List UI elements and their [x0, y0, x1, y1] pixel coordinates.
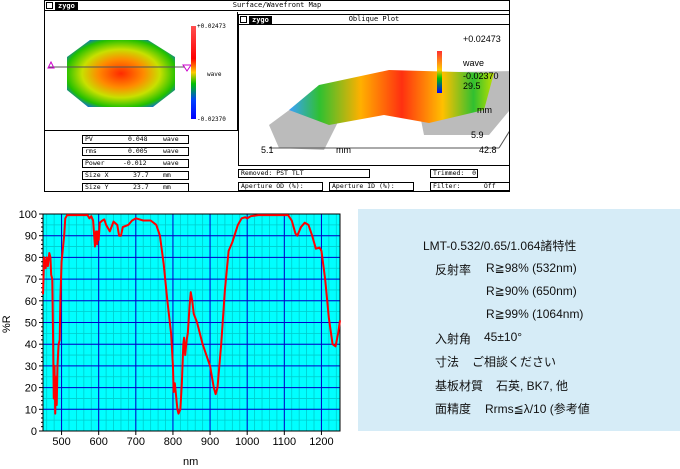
oblique-close-box[interactable] — [240, 16, 247, 23]
substrate-label: 基板材質 — [435, 379, 484, 393]
surface-map-hexagon — [67, 40, 175, 107]
aperture-od-field: Aperture OD (%): — [238, 182, 323, 191]
oblique-x-min: 5.1 — [261, 145, 274, 155]
chart-y-label: %R — [1, 315, 13, 333]
trimmed-field: Trimmed: 0 — [430, 169, 478, 178]
y-tick-label: 70 — [25, 274, 37, 286]
y-tick-label: 80 — [25, 252, 37, 264]
y-tick-label: 30 — [25, 361, 37, 373]
angle-label: 入射角 — [435, 332, 472, 346]
surface-map-panel: +0.02473 wave -0.02370 — [45, 12, 238, 131]
y-tick-label: 10 — [25, 404, 37, 416]
y-tick-label: 20 — [25, 383, 37, 395]
oblique-color-scale — [437, 51, 442, 93]
window-titlebar: zygo Surface/Wavefront Map — [45, 1, 509, 11]
window-title: Surface/Wavefront Map — [232, 1, 322, 9]
y-tick-label: 0 — [31, 426, 37, 438]
removed-field: Removed: PST TLT — [238, 169, 370, 178]
oblique-y-max: 29.5 — [463, 81, 481, 91]
color-scale-bar — [191, 26, 196, 119]
x-tick-label: 900 — [201, 436, 219, 448]
x-tick-label: 1100 — [272, 436, 296, 448]
stat-size-x: Size X 37.7 mm — [82, 171, 189, 180]
zygo-logo-oblique: zygo — [249, 16, 272, 24]
size-value: ご相談ください — [472, 355, 557, 369]
oblique-x-unit: mm — [336, 145, 351, 155]
oblique-y-min: 5.9 — [471, 130, 484, 140]
filter-field: Filter: Off — [430, 182, 510, 191]
reflectance-series-line — [42, 214, 341, 415]
x-tick-label: 1000 — [235, 436, 259, 448]
oblique-scale-max: +0.02473 — [463, 34, 501, 44]
flatness-label: 面精度 — [435, 402, 472, 416]
spec-title: LMT-0.532/0.65/1.064諸特性 — [423, 239, 577, 253]
surface-map — [47, 26, 196, 119]
oblique-y-unit: mm — [477, 105, 492, 115]
oblique-plot — [269, 51, 509, 150]
aperture-id-field: Aperture ID (%): — [329, 182, 414, 191]
zygo-logo: zygo — [55, 2, 78, 10]
stat-size-y: Size Y 23.7 mm — [82, 183, 189, 192]
spec-panel: LMT-0.532/0.65/1.064諸特性 反射率 R≧98% (532nm… — [358, 209, 680, 431]
map-scale-min: -0.02370 — [197, 116, 226, 123]
x-tick-label: 800 — [164, 436, 182, 448]
x-tick-label: 500 — [52, 436, 70, 448]
flatness-value: Rrms≦λ/10 (参考値 — [485, 402, 590, 416]
profile-marker-right-icon[interactable] — [182, 64, 192, 72]
size-label: 寸法 — [435, 355, 460, 369]
stat-rms: rms 0.005 wave — [82, 147, 189, 156]
reflectance-532: R≧98% (532nm) — [486, 261, 577, 275]
zygo-window: zygo Surface/Wavefront Map +0.02473 wave — [44, 0, 510, 192]
y-tick-label: 60 — [25, 296, 37, 308]
oblique-y-axis — [498, 131, 509, 149]
oblique-x-max: 42.8 — [479, 145, 497, 155]
substrate-value: 石英, BK7, 他 — [496, 379, 569, 393]
oblique-title: Oblique Plot — [348, 15, 400, 23]
x-tick-label: 700 — [127, 436, 145, 448]
oblique-titlebar: zygo Oblique Plot — [239, 15, 509, 25]
reflectance-650: R≧90% (650nm) — [486, 284, 577, 298]
x-tick-label: 1200 — [309, 436, 333, 448]
x-tick-label: 600 — [90, 436, 108, 448]
y-tick-label: 50 — [25, 318, 37, 330]
y-tick-label: 100 — [19, 209, 37, 221]
oblique-scale-min: -0.02370 — [463, 71, 499, 81]
reflectance-label: 反射率 — [435, 263, 472, 277]
chart-x-label: nm — [183, 456, 199, 468]
reflectance-1064: R≧99% (1064nm) — [486, 307, 584, 321]
stat-pv: PV 0.048 wave — [82, 135, 189, 144]
oblique-scale-unit: wave — [463, 58, 485, 68]
y-tick-label: 90 — [25, 231, 37, 243]
map-scale-unit: wave — [207, 71, 222, 78]
map-scale-max: +0.02473 — [197, 23, 226, 30]
profile-marker-left-icon[interactable] — [47, 60, 55, 69]
stat-power: Power -0.012 wave — [82, 159, 189, 168]
close-box[interactable] — [46, 2, 53, 9]
angle-value: 45±10° — [484, 330, 523, 344]
y-tick-label: 40 — [25, 339, 37, 351]
reflectance-chart: 500 600 700 800 900 1000 1100 1200 0 10 20 30 40 50 60… — [19, 209, 341, 448]
oblique-surface — [289, 70, 494, 125]
oblique-plot-window: zygo Oblique Plot +0.02473 wave -0.02370… — [238, 14, 510, 166]
